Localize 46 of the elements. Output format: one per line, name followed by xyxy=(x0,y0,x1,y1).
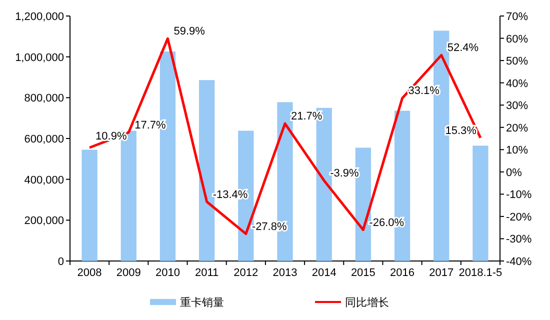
y2-tick-label: 50% xyxy=(506,56,528,68)
y2-tick-label: 0% xyxy=(506,166,522,179)
y-tick-label: 1,000,000 xyxy=(15,52,64,64)
x-tick-label: 2015 xyxy=(350,267,376,279)
y2-tick-label: 30% xyxy=(506,100,528,112)
legend-label: 重卡销量 xyxy=(180,296,224,309)
y2-tick-label: 10% xyxy=(506,144,528,157)
data-label: -26.0% xyxy=(369,216,404,229)
y-tick-label: 600,000 xyxy=(24,134,64,146)
line-series xyxy=(88,37,482,236)
y-tick-label: 200,000 xyxy=(24,215,64,228)
y-tick-label: 1,200,000 xyxy=(15,11,64,23)
x-tick-label: 2009 xyxy=(116,267,141,279)
data-label: 33.1% xyxy=(408,85,440,98)
data-label: 52.4% xyxy=(447,42,479,54)
x-tick-label: 2008 xyxy=(77,267,102,279)
y2-tick-label: -10% xyxy=(506,189,532,202)
y2-tick-label: 20% xyxy=(506,122,528,134)
x-tick-label: 2011 xyxy=(194,267,219,279)
bar xyxy=(199,80,215,261)
y2-tick-label: 70% xyxy=(506,11,528,23)
y-tick-label: 0 xyxy=(58,256,64,268)
data-label: 17.7% xyxy=(134,119,166,132)
y2-tick-label: -40% xyxy=(506,256,532,268)
data-label: 59.9% xyxy=(174,25,206,38)
bar xyxy=(472,146,488,261)
x-tick-label: 2014 xyxy=(312,267,336,279)
y2-tick-label: 40% xyxy=(506,78,528,90)
y-tick-label: 400,000 xyxy=(24,174,64,186)
y2-tick-label: -20% xyxy=(506,211,532,224)
x-tick-label: 2016 xyxy=(390,267,415,279)
data-label: -27.8% xyxy=(252,220,287,233)
bar xyxy=(82,150,98,261)
y-tick-label: 800,000 xyxy=(24,92,64,105)
data-label: 15.3% xyxy=(445,124,477,137)
data-label: -3.9% xyxy=(330,168,360,180)
x-tick-label: 2017 xyxy=(429,267,454,279)
data-label: -13.4% xyxy=(212,188,248,201)
x-tick-label: 2013 xyxy=(272,267,298,279)
x-tick-label: 2010 xyxy=(155,267,180,279)
y2-tick-label: -30% xyxy=(506,234,532,246)
legend-label: 同比增长 xyxy=(345,296,389,309)
x-tick-label: 2018.1-5 xyxy=(458,267,502,279)
data-label: 21.7% xyxy=(291,110,322,123)
x-tick-label: 2012 xyxy=(234,267,258,279)
y2-tick-label: 60% xyxy=(506,33,528,46)
